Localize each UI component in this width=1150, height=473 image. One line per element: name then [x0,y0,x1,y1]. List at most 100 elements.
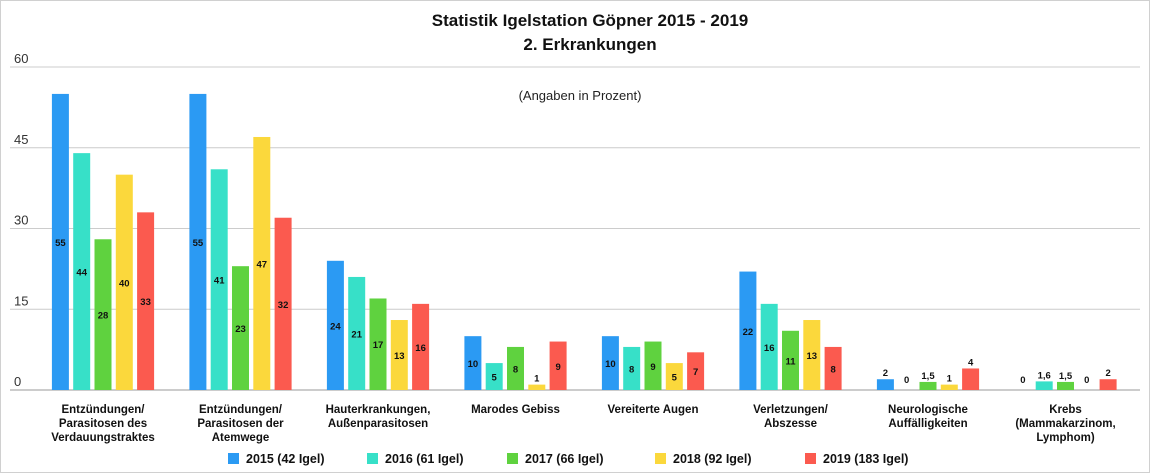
legend-label: 2015 (42 Igel) [246,452,325,466]
data-label: 0 [1084,375,1089,386]
legend-label: 2017 (66 Igel) [525,452,604,466]
data-label: 16 [764,343,775,354]
data-label: 10 [468,359,479,370]
bar [940,384,958,390]
legend-swatch [507,453,518,464]
category-label: Verdauungstraktes [51,432,155,444]
category-label: Neurologische [888,404,968,416]
data-label: 10 [605,359,616,370]
y-tick-label: 45 [14,132,28,147]
data-label: 32 [278,300,289,311]
bar [390,320,408,390]
data-label: 28 [98,311,109,322]
data-label: 5 [492,373,498,384]
bar [1035,381,1053,390]
data-label: 41 [214,276,225,287]
category-label: Hauterkrankungen, [326,404,431,416]
bar [210,169,228,390]
bar [485,363,503,390]
legend-swatch [655,453,666,464]
category-label: Entzündungen/ [61,404,145,416]
legend-label: 2018 (92 Igel) [673,452,752,466]
category-label: Atemwege [212,432,270,444]
legend-label: 2016 (61 Igel) [385,452,464,466]
bar [760,303,778,390]
data-label: 8 [830,364,835,375]
category-label: Lymphom) [1036,432,1095,444]
category-labels: Entzündungen/Parasitosen des Verdauungstr… [51,404,1115,444]
bar [962,368,980,390]
bar [412,303,430,390]
bar [115,174,133,390]
category-label: (Mammakarzinom, [1015,418,1115,430]
category-label: Vereiterte Augen [608,404,699,416]
data-label: 24 [330,321,341,332]
data-label: 13 [394,351,405,362]
category-label: Entzündungen/ [199,404,283,416]
chart-annotation: (Angaben in Prozent) [519,88,642,103]
bar [665,363,683,390]
legend-swatch [228,453,239,464]
bar [876,379,894,390]
bar [549,341,567,390]
bar [73,153,91,390]
data-label: 33 [140,297,151,308]
category-label: Außenparasitosen [328,418,428,430]
category-label: Krebs [1049,404,1082,416]
bar [94,239,112,390]
bar [348,276,366,390]
category-label: Marodes Gebiss [471,404,560,416]
category-label: Auffälligkeiten [888,418,967,430]
category-label: Verletzungen/ [753,404,829,416]
data-label: 1 [534,374,540,385]
data-label: 22 [743,327,754,338]
data-label: 7 [693,367,698,378]
data-label: 55 [193,238,204,249]
data-label: 13 [807,351,818,362]
bar [232,266,249,390]
data-label: 16 [415,343,426,354]
data-label: 9 [555,362,560,373]
data-label: 1,5 [1059,371,1073,382]
y-tick-label: 30 [14,213,28,228]
category-label: Parasitosen der [197,418,284,430]
data-label: 55 [55,238,66,249]
data-label: 21 [351,329,362,340]
data-label: 40 [119,278,130,289]
bar [623,346,641,390]
bar [782,330,799,390]
category-label: Parasitosen des [59,418,147,430]
data-label: 2 [1105,368,1110,379]
bar [189,93,207,391]
legend-swatch [367,453,378,464]
y-tick-label: 15 [14,293,28,308]
bar [253,136,271,390]
bar [824,346,842,390]
data-label: 4 [968,357,974,368]
legend-label: 2019 (183 Igel) [823,452,908,466]
bar [507,346,524,390]
legend-swatch [805,453,816,464]
data-label: 8 [629,364,634,375]
bar [274,217,292,390]
bar [528,384,546,390]
bar [601,336,619,390]
bar [687,352,705,390]
data-label: 17 [373,340,384,351]
y-tick-label: 0 [14,374,21,389]
bar [803,320,821,390]
bar [369,298,387,390]
chart-title: Statistik Igelstation Göpner 2015 - 2019 [432,11,749,30]
data-label: 0 [904,375,909,386]
bar [1099,379,1117,390]
data-label: 44 [76,268,87,279]
data-label: 1 [947,374,953,385]
legend: 2015 (42 Igel) 2016 (61 Igel) 2017 (66 Ige… [228,452,908,466]
data-label: 1,5 [921,371,935,382]
bar [919,381,937,390]
data-label: 1,6 [1038,370,1051,381]
